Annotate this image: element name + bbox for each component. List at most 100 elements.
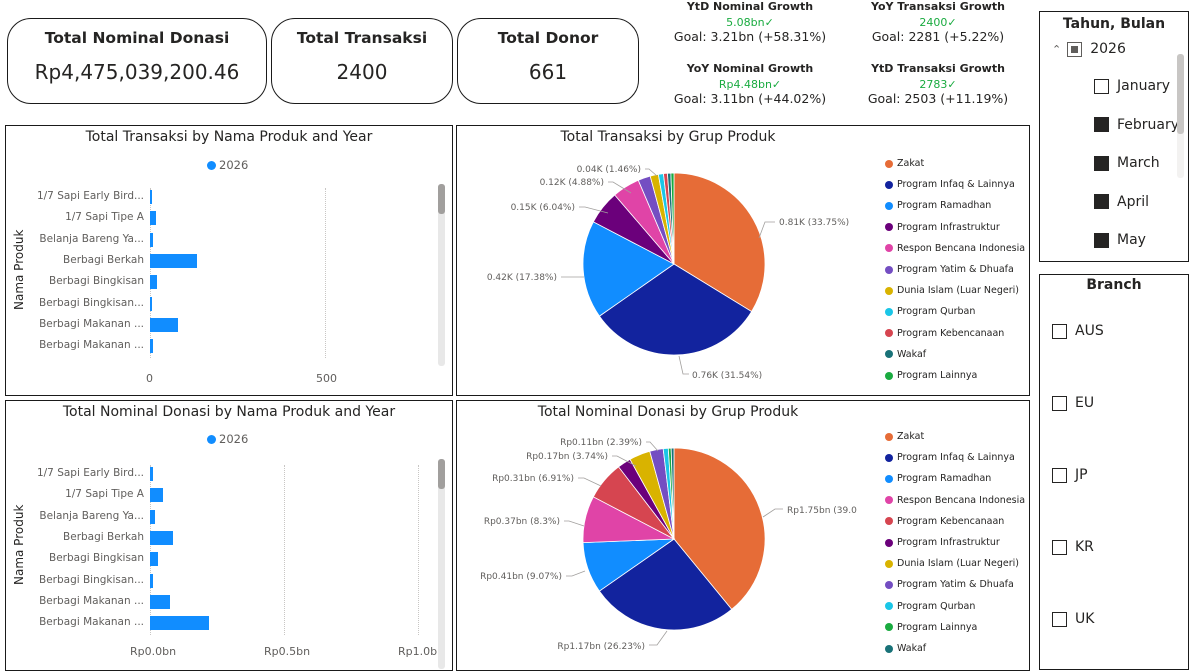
- slicer-branch-item[interactable]: UK: [1052, 611, 1094, 627]
- leader-line: [649, 630, 668, 646]
- pie-slice[interactable]: [670, 172, 675, 265]
- legend-item[interactable]: Respon Bencana Indonesia: [885, 495, 1025, 506]
- legend-item[interactable]: Wakaf: [885, 643, 926, 654]
- slicer-title: Tahun, Bulan: [1062, 16, 1166, 32]
- checkbox-checked-icon[interactable]: [1094, 232, 1109, 248]
- checkbox-checked-icon[interactable]: [1094, 117, 1109, 132]
- pie-slice[interactable]: [598, 263, 753, 356]
- legend-item[interactable]: Program Qurban: [885, 601, 975, 612]
- bar[interactable]: [150, 253, 197, 268]
- chart-nominal-by-grup[interactable]: Total Nominal Donasi by Grup Produk Rp1.…: [456, 400, 1030, 671]
- bar[interactable]: [150, 211, 156, 226]
- legend-item[interactable]: Program Kebencanaan: [885, 516, 1004, 527]
- pie-slice[interactable]: [673, 172, 766, 313]
- card-total-nominal-donasi[interactable]: Total Nominal Donasi Rp4,475,039,200.46: [7, 18, 267, 104]
- checkbox-checked-icon[interactable]: [1094, 155, 1109, 171]
- slicer-branch-item[interactable]: KR: [1052, 539, 1094, 555]
- collapse-chevron-icon[interactable]: ⌃: [1052, 43, 1062, 56]
- scroll-thumb[interactable]: [438, 184, 445, 214]
- checkbox-icon[interactable]: [1052, 323, 1067, 339]
- slicer-branch-item[interactable]: EU: [1052, 395, 1094, 411]
- scroll-thumb[interactable]: [438, 459, 445, 489]
- legend-item[interactable]: Respon Bencana Indonesia: [885, 243, 1025, 254]
- bar[interactable]: [150, 552, 158, 567]
- bar[interactable]: [150, 317, 179, 332]
- bar[interactable]: [150, 573, 153, 588]
- branch-label: JP: [1075, 467, 1088, 483]
- scrollbar[interactable]: [438, 184, 445, 366]
- legend-item[interactable]: Wakaf: [885, 349, 926, 360]
- legend-item[interactable]: Program Infaq & Lainnya: [885, 179, 1015, 190]
- checkbox-icon[interactable]: [1052, 467, 1067, 483]
- chart-transaksi-by-produk[interactable]: Total Transaksi by Nama Produk and Year …: [5, 125, 453, 396]
- bar[interactable]: [150, 594, 171, 609]
- legend-item[interactable]: Program Infaq & Lainnya: [885, 452, 1015, 463]
- slicer-month-item[interactable]: March: [1094, 155, 1160, 171]
- slicer-month-item[interactable]: May: [1094, 232, 1146, 248]
- legend-item[interactable]: Zakat: [885, 431, 924, 442]
- legend-item[interactable]: Program Qurban: [885, 306, 975, 317]
- legend-item[interactable]: Program Ramadhan: [885, 200, 991, 211]
- leader-line: [612, 455, 637, 467]
- kpi-goal: Goal: 2281 (+5.22%): [871, 29, 1005, 44]
- year-checkbox[interactable]: [1067, 41, 1083, 57]
- checkbox-icon[interactable]: [1052, 395, 1067, 411]
- branch-label: AUS: [1075, 323, 1104, 339]
- slicer-month-item[interactable]: April: [1094, 194, 1149, 210]
- bar[interactable]: [150, 232, 153, 247]
- chart-transaksi-by-grup[interactable]: Total Transaksi by Grup Produk 0.81K (33…: [456, 125, 1030, 396]
- legend-item[interactable]: Program Yatim & Dhuafa: [885, 579, 1014, 590]
- checkbox-icon[interactable]: [1094, 78, 1109, 94]
- pie-slice[interactable]: [598, 538, 733, 631]
- pie-data-label: Rp1.17bn (26.23%): [557, 642, 645, 652]
- category-labels: 1/7 Sapi Early Bird... 1/7 Sapi Tipe A Bel…: [26, 465, 144, 645]
- bar[interactable]: [150, 509, 156, 524]
- bar[interactable]: [150, 616, 209, 631]
- scrollbar[interactable]: [438, 459, 445, 669]
- legend-item[interactable]: Dunia Islam (Luar Negeri): [885, 558, 1019, 569]
- checkbox-checked-icon[interactable]: [1094, 194, 1109, 209]
- card-total-transaksi[interactable]: Total Transaksi 2400: [271, 18, 453, 104]
- legend-item[interactable]: Program Kebencanaan: [885, 328, 1004, 339]
- pie-legend: Zakat Program Infaq & Lainnya Program Rama…: [885, 158, 1030, 388]
- card-total-donor[interactable]: Total Donor 661: [457, 18, 639, 104]
- slicer-tahun-bulan[interactable]: Tahun, Bulan ⌃ 2026 January February March A…: [1039, 11, 1189, 262]
- slicer-year-2026[interactable]: ⌃ 2026: [1052, 41, 1126, 57]
- slicer-branch-item[interactable]: JP: [1052, 467, 1088, 483]
- legend-label: Program Infaq & Lainnya: [897, 452, 1015, 464]
- bar[interactable]: [150, 488, 163, 503]
- bar[interactable]: [150, 467, 153, 481]
- pie-slice[interactable]: [582, 221, 675, 317]
- x-tick: Rp1.0bn: [398, 645, 445, 658]
- legend-item[interactable]: Program Infrastruktur: [885, 222, 1000, 233]
- kpi-yoy-transaksi-growth[interactable]: YoY Transaksi Growth 2400✓ Goal: 2281 (+…: [843, 0, 1033, 44]
- legend-item[interactable]: Program Lainnya: [885, 370, 977, 381]
- legend-item[interactable]: Dunia Islam (Luar Negeri): [885, 285, 1019, 296]
- legend-item[interactable]: Program Ramadhan: [885, 473, 991, 484]
- legend-item[interactable]: Zakat: [885, 158, 924, 169]
- legend-item[interactable]: Program Lainnya: [885, 622, 977, 633]
- bar[interactable]: [150, 339, 154, 354]
- chart-nominal-by-produk[interactable]: Total Nominal Donasi by Nama Produk and …: [5, 400, 453, 671]
- slicer-branch[interactable]: Branch AUS EU JP KR UK: [1039, 274, 1189, 670]
- bar[interactable]: [150, 275, 157, 290]
- kpi-ytd-transaksi-growth[interactable]: YtD Transaksi Growth 2783✓ Goal: 2503 (+…: [843, 62, 1033, 106]
- legend-dot-icon: [885, 453, 893, 462]
- pie-slice[interactable]: [673, 447, 766, 610]
- scrollbar[interactable]: [1177, 54, 1184, 178]
- legend-item[interactable]: Program Infrastruktur: [885, 537, 1000, 548]
- slicer-month-item[interactable]: February: [1094, 117, 1179, 133]
- legend-item[interactable]: Program Yatim & Dhuafa: [885, 264, 1014, 275]
- kpi-ytd-nominal-growth[interactable]: YtD Nominal Growth 5.08bn✓ Goal: 3.21bn …: [655, 0, 845, 44]
- scroll-thumb[interactable]: [1177, 54, 1184, 134]
- checkbox-icon[interactable]: [1052, 611, 1067, 627]
- bar[interactable]: [150, 530, 173, 545]
- bar[interactable]: [150, 190, 152, 204]
- slicer-month-item[interactable]: January: [1094, 78, 1170, 94]
- kpi-yoy-nominal-growth[interactable]: YoY Nominal Growth Rp4.48bn✓ Goal: 3.11b…: [655, 62, 845, 106]
- bar[interactable]: [150, 296, 152, 311]
- kpi-title: YoY Nominal Growth: [686, 62, 814, 75]
- slicer-branch-item[interactable]: AUS: [1052, 323, 1104, 339]
- checkbox-icon[interactable]: [1052, 539, 1067, 555]
- pie-slice[interactable]: [670, 447, 675, 540]
